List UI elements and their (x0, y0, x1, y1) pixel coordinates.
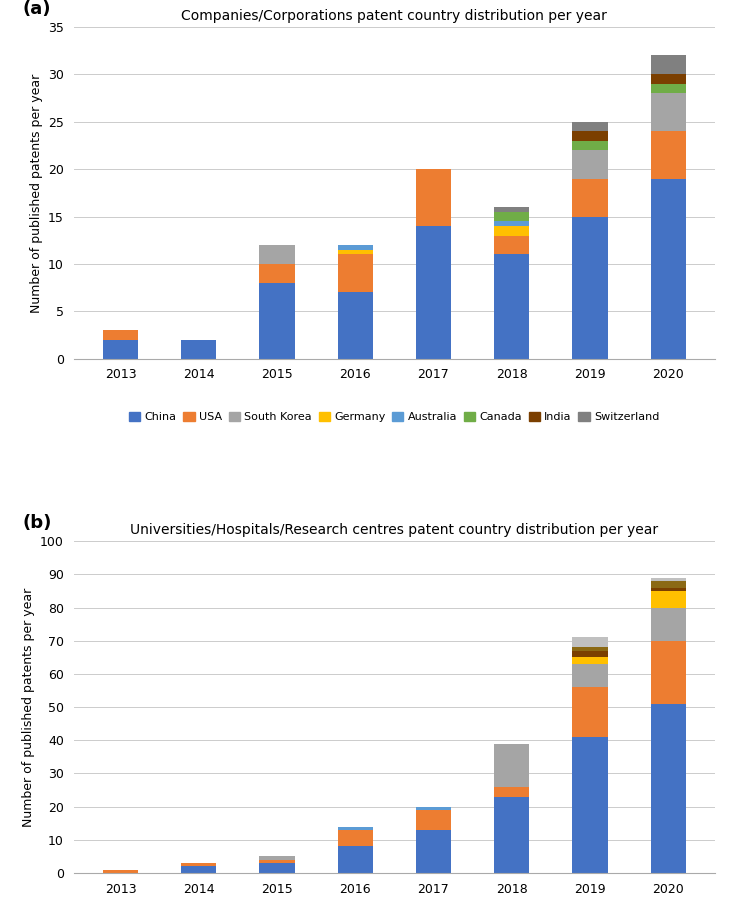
Bar (338, 826, 373, 830)
Bar (651, 179, 685, 359)
Bar (181, 863, 216, 867)
Bar (651, 591, 685, 608)
Bar (651, 704, 685, 873)
Bar (573, 131, 607, 140)
Bar (494, 787, 529, 796)
Bar (416, 806, 451, 810)
Bar (259, 857, 295, 860)
Bar (573, 122, 607, 131)
Bar (573, 657, 607, 664)
Bar (259, 863, 295, 873)
Title: Companies/Corporations patent country distribution per year: Companies/Corporations patent country di… (181, 9, 607, 23)
Bar (181, 867, 216, 873)
Bar (573, 179, 607, 217)
Bar (338, 830, 373, 847)
Bar (494, 236, 529, 255)
Bar (651, 94, 685, 131)
Bar (494, 212, 529, 221)
Bar (416, 226, 451, 359)
Bar (651, 641, 685, 704)
Bar (573, 150, 607, 179)
Bar (494, 743, 529, 787)
Y-axis label: Number of published patents per year: Number of published patents per year (29, 73, 43, 312)
Title: Universities/Hospitals/Research centres patent country distribution per year: Universities/Hospitals/Research centres … (130, 523, 658, 537)
Bar (259, 264, 295, 283)
Bar (573, 651, 607, 657)
Bar (494, 255, 529, 359)
Text: (a): (a) (22, 0, 51, 18)
Bar (494, 207, 529, 211)
Bar (416, 830, 451, 873)
Bar (651, 84, 685, 94)
Bar (103, 340, 138, 359)
Bar (494, 226, 529, 236)
Bar (259, 245, 295, 264)
Bar (338, 847, 373, 873)
Bar (573, 637, 607, 647)
Text: (b): (b) (22, 514, 52, 532)
Bar (338, 292, 373, 359)
Bar (416, 810, 451, 830)
Bar (573, 217, 607, 359)
Bar (573, 688, 607, 737)
Bar (651, 581, 685, 588)
Bar (494, 796, 529, 873)
Bar (259, 283, 295, 359)
Bar (181, 340, 216, 359)
Bar (573, 140, 607, 150)
Bar (651, 608, 685, 641)
Bar (103, 869, 138, 873)
Bar (651, 56, 685, 75)
Bar (338, 255, 373, 292)
Bar (573, 737, 607, 873)
Bar (651, 588, 685, 591)
Bar (651, 578, 685, 581)
Legend: China, USA, South Korea, Germany, Australia, Canada, India, Switzerland: China, USA, South Korea, Germany, Austra… (125, 408, 664, 427)
Y-axis label: Number of published patents per year: Number of published patents per year (21, 588, 35, 827)
Bar (651, 131, 685, 179)
Bar (103, 330, 138, 340)
Bar (259, 860, 295, 863)
Bar (338, 250, 373, 255)
Bar (338, 245, 373, 250)
Bar (494, 221, 529, 226)
Bar (651, 75, 685, 84)
Bar (573, 647, 607, 651)
Bar (416, 169, 451, 226)
Bar (573, 664, 607, 688)
